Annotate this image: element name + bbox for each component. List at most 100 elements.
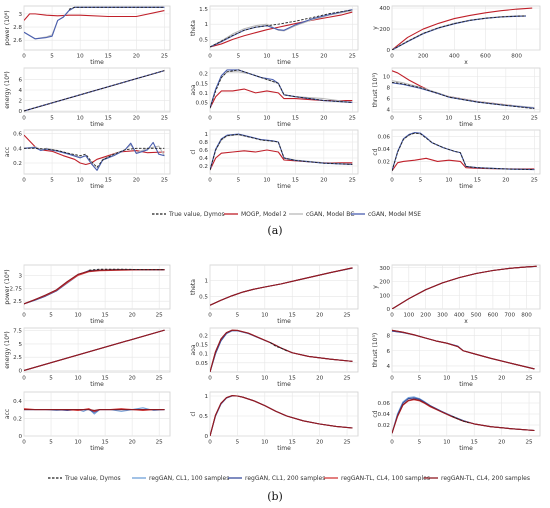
- plot-area: [209, 5, 359, 51]
- x-tick-label: 10: [77, 178, 85, 184]
- subplot-b-6: 0 5 10 15 20 25 4 6 8 time thrust (10⁵): [372, 327, 541, 388]
- series-group: [210, 329, 353, 372]
- subplot-a-3: 0 200 400 600 800 0 200 400 x y: [372, 5, 541, 66]
- series-line-4: [210, 395, 353, 436]
- y-tick-label: 0: [18, 109, 22, 115]
- y-tick-label: 3: [18, 12, 22, 18]
- x-tick-label: 0: [390, 178, 394, 184]
- x-axis-label: time: [277, 318, 291, 325]
- plot-area: [209, 327, 359, 373]
- x-tick-label: 0: [208, 313, 212, 319]
- y-axis-label: cl: [190, 149, 197, 154]
- x-tick-label: 0: [22, 116, 26, 122]
- x-tick-label: 20: [498, 440, 506, 446]
- y-tick-label: 400: [379, 6, 390, 12]
- series-line-4: [210, 329, 353, 372]
- subplot-b-3: 0 100 200 300 400 500 600 700 800 0 100 200 300 x y: [372, 264, 541, 325]
- series-group: [392, 265, 537, 309]
- x-tick-label: 5: [236, 313, 240, 319]
- subplot-a-4: 0 5 10 15 20 25 0 2 4 6 time energy (10⁸): [4, 67, 171, 128]
- subplot-b-2: 0 5 10 15 20 25 0.5 1 time theta: [190, 264, 359, 325]
- plot-area: [23, 391, 171, 437]
- series-line-4: [392, 398, 535, 434]
- x-tick-label: 10: [75, 440, 83, 446]
- x-tick-label: 5: [50, 116, 54, 122]
- y-tick-label: 5: [18, 342, 22, 348]
- x-axis-label: time: [90, 445, 104, 452]
- x-tick-label: 10: [261, 440, 269, 446]
- series-line-4: [392, 265, 537, 309]
- x-tick-label: 25: [343, 440, 351, 446]
- x-tick-label: 20: [133, 116, 141, 122]
- x-tick-label: 25: [156, 313, 164, 319]
- y-tick-label: 200: [379, 280, 390, 286]
- series-group: [24, 6, 165, 40]
- y-axis-label: theta: [190, 20, 197, 36]
- x-tick-label: 0: [390, 54, 394, 60]
- y-tick-label: 0.4: [199, 156, 208, 162]
- x-tick-label: 0: [390, 376, 394, 382]
- x-tick-label: 20: [502, 116, 510, 122]
- plot-area: [391, 264, 541, 310]
- x-tick-label: 5: [237, 178, 241, 184]
- y-tick-label: 0.6: [13, 132, 22, 138]
- legend-entry: regGAN, CL1, 200 samples: [245, 475, 325, 482]
- subplot-a-5: 0 5 10 15 20 25 0.05 0.1 0.15 0.2 time aoa: [190, 67, 359, 128]
- x-tick-label: 20: [320, 116, 328, 122]
- x-tick-label: 15: [292, 116, 300, 122]
- legend-entry: True value, Dymos: [168, 211, 225, 218]
- x-tick-label: 0: [22, 178, 26, 184]
- x-tick-label: 15: [292, 54, 300, 60]
- x-tick-label: 10: [263, 54, 271, 60]
- x-tick-label: 20: [320, 178, 328, 184]
- x-tick-label: 800: [521, 313, 532, 319]
- y-tick-label: 1: [204, 22, 208, 28]
- series-group: [24, 407, 165, 415]
- x-axis-label: time: [277, 183, 291, 190]
- series-line-4: [392, 81, 535, 110]
- y-tick-label: 0.2: [13, 416, 22, 422]
- x-tick-label: 15: [102, 313, 110, 319]
- series-line-4: [24, 269, 165, 305]
- y-tick-label: 0: [386, 307, 390, 313]
- x-tick-label: 0: [208, 116, 212, 122]
- series-line-4: [392, 329, 535, 370]
- y-tick-label: 8: [386, 334, 390, 340]
- series-group: [24, 134, 165, 171]
- y-tick-label: 2: [18, 98, 22, 104]
- x-tick-label: 20: [129, 376, 137, 382]
- series-group: [392, 70, 535, 110]
- plot-area: [391, 67, 541, 113]
- x-tick-label: 25: [525, 376, 533, 382]
- x-tick-label: 20: [502, 178, 510, 184]
- y-tick-label: 0: [18, 434, 22, 440]
- y-tick-label: 0.5: [199, 414, 208, 420]
- x-tick-label: 25: [525, 440, 533, 446]
- y-tick-label: 200: [379, 27, 390, 33]
- x-tick-label: 5: [49, 440, 53, 446]
- series-group: [210, 9, 353, 48]
- plot-area: [23, 264, 171, 310]
- y-tick-label: 0.1: [199, 91, 208, 97]
- series-line-4: [24, 147, 165, 168]
- x-tick-label: 5: [49, 376, 53, 382]
- y-tick-label: 0: [204, 434, 208, 440]
- y-tick-label: 2.5: [13, 299, 22, 305]
- series-line-1: [24, 10, 165, 21]
- x-tick-label: 800: [511, 54, 522, 60]
- x-tick-label: 15: [289, 313, 297, 319]
- y-tick-label: 100: [379, 293, 390, 299]
- x-tick-label: 0: [22, 440, 26, 446]
- y-axis-label: cd: [372, 410, 379, 417]
- x-axis-label: time: [277, 381, 291, 388]
- x-axis-label: x: [464, 59, 468, 66]
- y-tick-label: 8: [386, 85, 390, 91]
- y-tick-label: 0.05: [196, 361, 209, 367]
- caption-b: (b): [267, 490, 283, 503]
- series-line-4: [210, 133, 353, 171]
- series-line-1: [392, 7, 533, 50]
- x-tick-label: 25: [349, 178, 357, 184]
- y-axis-label: aoa: [190, 344, 197, 355]
- y-tick-label: 1: [204, 132, 208, 138]
- y-tick-label: 300: [379, 266, 390, 272]
